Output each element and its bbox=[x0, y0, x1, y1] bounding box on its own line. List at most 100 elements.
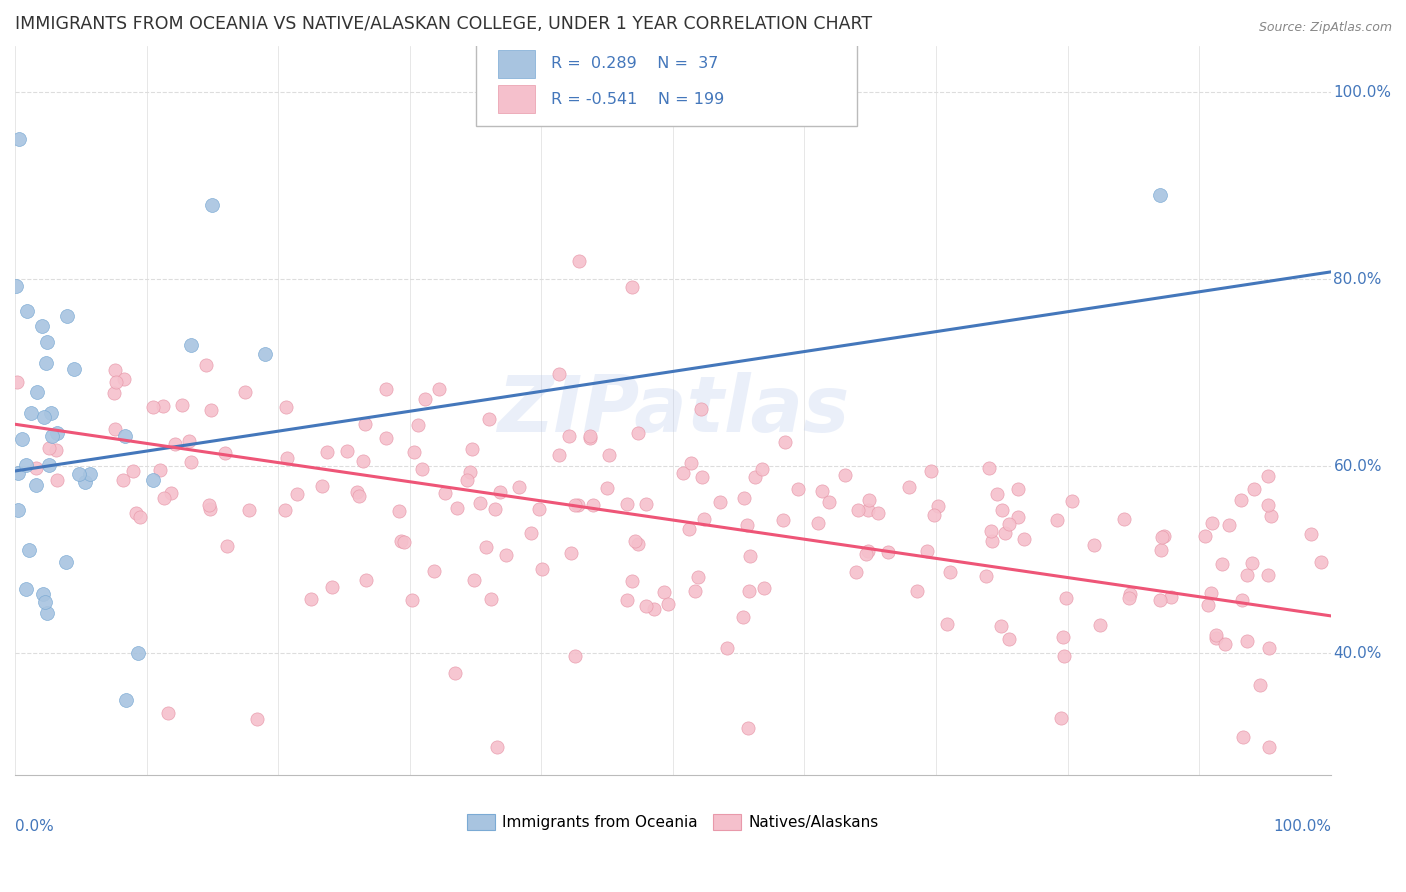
Point bbox=[152, 399, 174, 413]
Point bbox=[654, 585, 676, 599]
Text: 40.0%: 40.0% bbox=[1333, 646, 1382, 661]
Point bbox=[201, 197, 224, 211]
Point bbox=[531, 562, 554, 576]
Point bbox=[733, 491, 755, 506]
Point bbox=[856, 543, 879, 558]
Point bbox=[105, 376, 128, 390]
Point bbox=[35, 356, 58, 370]
Point bbox=[1114, 511, 1136, 525]
Point bbox=[179, 434, 201, 448]
Point bbox=[858, 492, 880, 507]
Point bbox=[627, 537, 650, 551]
Point bbox=[616, 497, 638, 511]
Point bbox=[1119, 587, 1142, 601]
Point bbox=[1150, 530, 1173, 544]
Point bbox=[461, 442, 484, 456]
Point bbox=[935, 617, 957, 632]
Point bbox=[1052, 631, 1074, 645]
Point bbox=[1232, 731, 1254, 745]
Point bbox=[582, 499, 605, 513]
Point bbox=[15, 582, 38, 596]
Point bbox=[567, 253, 589, 268]
Point bbox=[1232, 592, 1254, 607]
Point bbox=[6, 279, 28, 293]
Point bbox=[519, 525, 541, 540]
Point bbox=[1201, 516, 1223, 530]
Point bbox=[1211, 557, 1233, 571]
Point bbox=[128, 509, 150, 524]
Point bbox=[39, 406, 62, 420]
Point bbox=[564, 498, 586, 512]
Point bbox=[20, 406, 42, 420]
Point bbox=[18, 542, 41, 557]
Point bbox=[38, 458, 60, 472]
Point bbox=[246, 712, 269, 726]
Point bbox=[508, 480, 530, 494]
Point bbox=[738, 549, 761, 563]
Point bbox=[446, 500, 468, 515]
Point bbox=[737, 721, 759, 735]
Text: IMMIGRANTS FROM OCEANIA VS NATIVE/ALASKAN COLLEGE, UNDER 1 YEAR CORRELATION CHAR: IMMIGRANTS FROM OCEANIA VS NATIVE/ALASKA… bbox=[15, 15, 872, 33]
Point bbox=[475, 541, 498, 555]
Point bbox=[834, 468, 856, 483]
Point bbox=[598, 448, 620, 462]
Point bbox=[845, 566, 868, 580]
Point bbox=[35, 335, 58, 350]
Point bbox=[401, 593, 423, 607]
Point bbox=[73, 475, 96, 489]
Point bbox=[276, 451, 298, 466]
Point bbox=[1257, 469, 1279, 483]
Point bbox=[991, 503, 1014, 517]
Point bbox=[979, 461, 1001, 475]
Point bbox=[1310, 556, 1333, 570]
Point bbox=[411, 462, 433, 476]
Point bbox=[752, 581, 775, 595]
Point bbox=[349, 489, 371, 503]
Point bbox=[32, 409, 55, 424]
Point bbox=[200, 403, 222, 417]
Point bbox=[389, 533, 412, 548]
Point bbox=[45, 443, 67, 458]
Text: R = -0.541    N = 199: R = -0.541 N = 199 bbox=[551, 92, 724, 107]
Point bbox=[7, 502, 30, 516]
Point bbox=[238, 503, 260, 517]
Point bbox=[25, 384, 48, 399]
Point bbox=[1014, 532, 1036, 546]
Point bbox=[311, 479, 333, 493]
FancyBboxPatch shape bbox=[475, 42, 858, 126]
Point bbox=[547, 367, 569, 381]
Point bbox=[1088, 617, 1111, 632]
Point bbox=[353, 417, 375, 431]
Point bbox=[495, 549, 517, 563]
Point bbox=[1007, 510, 1029, 524]
Text: 60.0%: 60.0% bbox=[1333, 458, 1382, 474]
Point bbox=[1149, 543, 1171, 558]
Point bbox=[643, 602, 665, 616]
FancyBboxPatch shape bbox=[498, 86, 534, 113]
Point bbox=[1257, 567, 1279, 582]
Point bbox=[112, 372, 135, 386]
Point bbox=[927, 499, 949, 513]
Point bbox=[548, 448, 571, 462]
Point bbox=[6, 376, 28, 390]
Point bbox=[1083, 538, 1105, 552]
Point bbox=[1243, 482, 1265, 496]
Point bbox=[458, 465, 481, 479]
Point bbox=[624, 533, 647, 548]
Point bbox=[1046, 513, 1069, 527]
Point bbox=[737, 584, 759, 599]
Point bbox=[103, 385, 125, 400]
Text: 0.0%: 0.0% bbox=[15, 819, 53, 833]
Point bbox=[560, 546, 582, 560]
Point bbox=[786, 482, 808, 496]
Point bbox=[233, 385, 256, 400]
Point bbox=[14, 458, 37, 472]
Point bbox=[1205, 628, 1227, 642]
Point bbox=[392, 535, 415, 549]
Point bbox=[731, 610, 754, 624]
Point bbox=[456, 473, 478, 487]
Text: 80.0%: 80.0% bbox=[1333, 272, 1382, 287]
Point bbox=[253, 347, 276, 361]
Point bbox=[1230, 492, 1253, 507]
Point bbox=[55, 556, 77, 570]
